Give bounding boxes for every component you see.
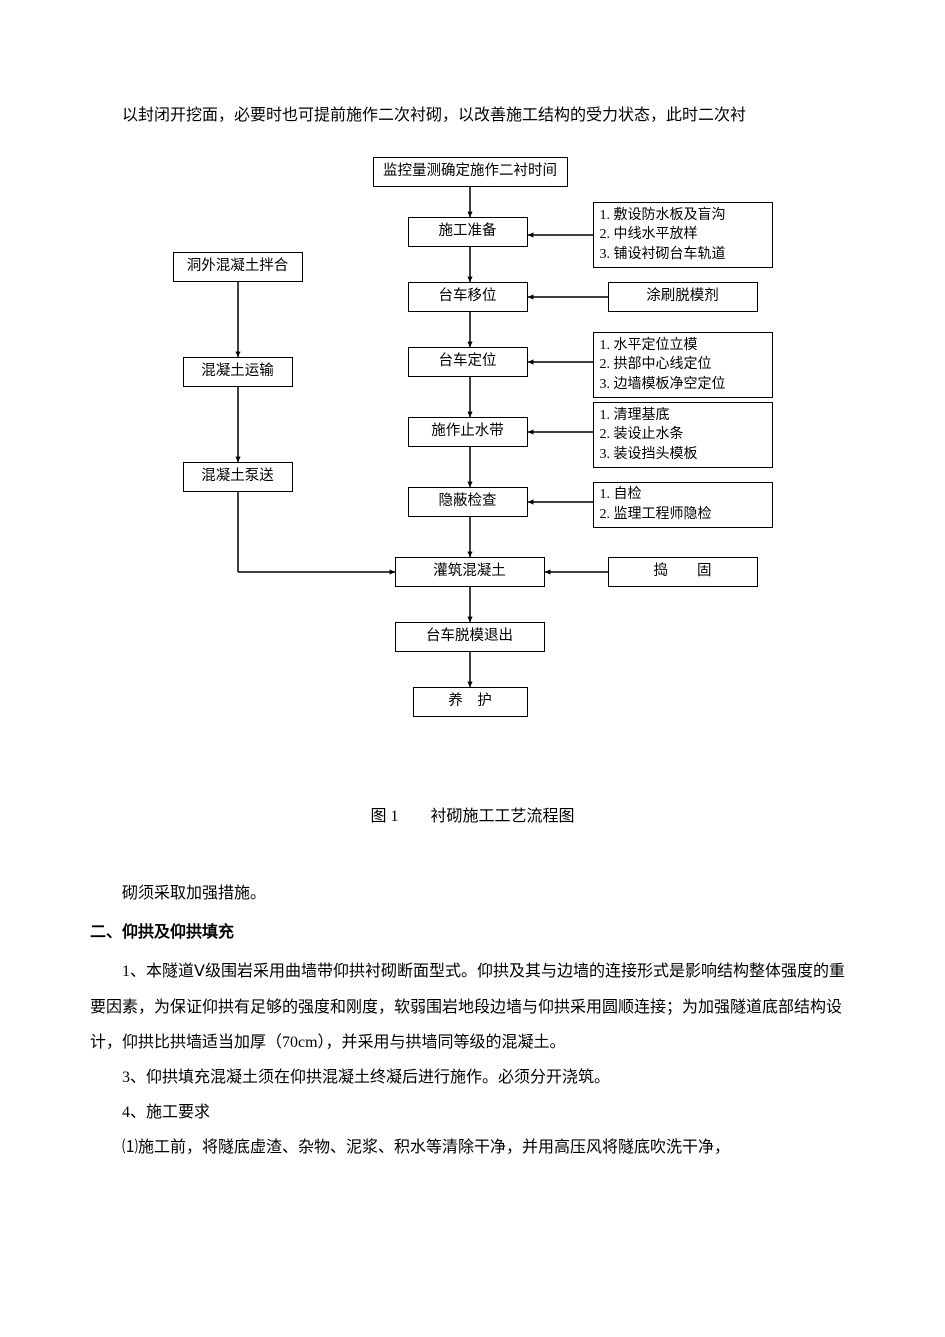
p-continuation: 砌须采取加强措施。 [90, 876, 855, 911]
p5-tail: ， [714, 1139, 732, 1156]
flow-node-L2: 混凝土运输 [183, 357, 293, 387]
figure-title: 衬砌施工工艺流程图 [431, 808, 575, 825]
p1: 1、本隧道Ⅴ级围岩采用曲墙带仰拱衬砌断面型式。仰拱及其与边墙的连接形式是影响结构… [90, 954, 855, 1060]
flow-node-n7: 台车脱模退出 [395, 622, 545, 652]
flowchart-container: 监控量测确定施作二衬时间施工准备台车移位台车定位施作止水带隐蔽检查灌筑混凝土台车… [153, 157, 793, 787]
flow-node-R3: 1. 水平定位立模2. 拱部中心线定位3. 边墙模板净空定位 [593, 332, 773, 398]
flow-node-R6: 捣 固 [608, 557, 758, 587]
intro-text: 以封闭开挖面，必要时也可提前施作二次衬砌，以改善施工结构的受力状态，此时二次衬 [90, 100, 855, 132]
flow-node-R1: 1. 敷设防水板及盲沟2. 中线水平放样3. 铺设衬砌台车轨道 [593, 202, 773, 268]
p5: ⑴施工前，将隧底虚渣、杂物、泥浆、积水等清除干净，并用高压风将隧底吹洗干净， [90, 1130, 855, 1165]
p5-main: ⑴施工前，将隧底虚渣、杂物、泥浆、积水等清除干净，并用高压风将隧底吹洗干净 [122, 1139, 714, 1156]
figure-caption: 图 1 衬砌施工工艺流程图 [90, 802, 855, 826]
flow-node-R4: 1. 清理基底2. 装设止水条3. 装设挡头模板 [593, 402, 773, 468]
flow-node-L3: 混凝土泵送 [183, 462, 293, 492]
p3: 3、仰拱填充混凝土须在仰拱混凝土终凝后进行施作。必须分开浇筑。 [90, 1060, 855, 1095]
flow-node-n0: 监控量测确定施作二衬时间 [373, 157, 568, 187]
flow-node-n3: 台车定位 [408, 347, 528, 377]
flow-node-n1: 施工准备 [408, 217, 528, 247]
flow-node-n8: 养 护 [413, 687, 528, 717]
flow-node-L1: 洞外混凝土拌合 [173, 252, 303, 282]
flow-node-n5: 隐蔽检查 [408, 487, 528, 517]
flow-node-n6: 灌筑混凝土 [395, 557, 545, 587]
flow-node-R5: 1. 自检2. 监理工程师隐检 [593, 482, 773, 528]
figure-number: 图 1 [370, 808, 398, 825]
flow-node-n2: 台车移位 [408, 282, 528, 312]
p4: 4、施工要求 [90, 1095, 855, 1130]
flow-node-n4: 施作止水带 [408, 417, 528, 447]
heading-2: 二、仰拱及仰拱填充 [90, 915, 855, 950]
flow-node-R2: 涂刷脱模剂 [608, 282, 758, 312]
body-text: 砌须采取加强措施。 二、仰拱及仰拱填充 1、本隧道Ⅴ级围岩采用曲墙带仰拱衬砌断面… [90, 876, 855, 1166]
